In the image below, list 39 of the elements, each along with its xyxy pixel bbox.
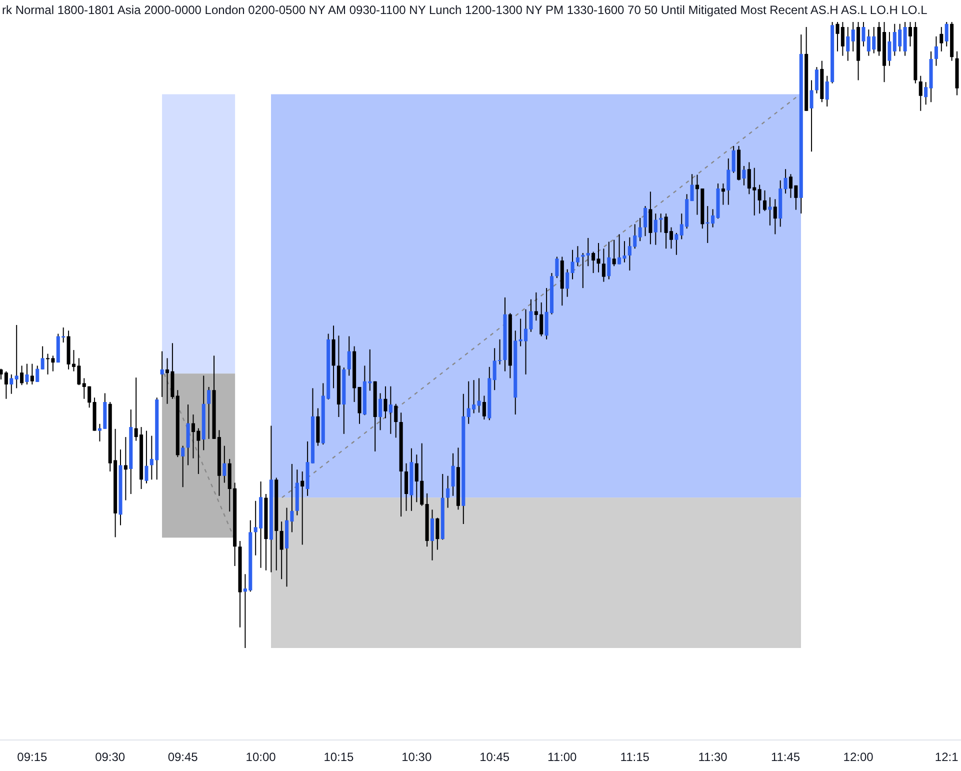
x-tick-label: 11:00 [548, 750, 578, 764]
x-tick-label: 09:45 [168, 750, 198, 764]
candlestick [446, 475, 450, 508]
x-tick-label: 12:00 [843, 750, 874, 764]
candlestick [20, 365, 24, 386]
candlestick [280, 521, 284, 580]
candlestick [612, 239, 616, 267]
x-tick-label: 12:1 [934, 750, 959, 764]
candlestick [124, 436, 128, 501]
candlestick [659, 213, 663, 233]
candlestick [934, 36, 938, 66]
candlestick [30, 363, 34, 385]
candlestick [602, 248, 606, 282]
x-tick-label: 09:30 [95, 750, 126, 764]
candlestick [436, 517, 440, 550]
x-tick-label: 10:00 [246, 750, 276, 764]
candlestick [918, 75, 922, 112]
candlestick [762, 190, 767, 212]
candlestick [638, 217, 642, 242]
candlestick [482, 395, 486, 420]
candlestick [404, 462, 408, 512]
candlestick [581, 252, 585, 289]
candlestick [4, 370, 8, 400]
x-tick-label: 11:15 [620, 750, 650, 764]
x-tick-label: 11:45 [770, 750, 800, 764]
candlestick [721, 183, 725, 206]
x-tick-label: 11:30 [698, 750, 728, 764]
x-tick-label: 10:15 [324, 750, 354, 764]
candlestick [810, 80, 814, 152]
candlestick [773, 198, 777, 235]
candlestick [940, 26, 944, 52]
candlestick [654, 213, 658, 246]
x-tick-label: 09:15 [17, 750, 48, 764]
text: rk Normal 1800-1801 Asia 2000-0000 London 0200-0500 NY AM 0930-1100 NY Lunch 1200-1300 NY PM 1330-1600 70 50 Until Mitigated Most Recent AS.H AS.L LO.H LO.L [2, 3, 928, 17]
x-tick-label: 10:45 [480, 750, 510, 764]
x-tick-label: 10:30 [402, 750, 432, 764]
candlestick [207, 386, 211, 440]
candlestick [555, 256, 559, 279]
candlestick [758, 184, 762, 214]
